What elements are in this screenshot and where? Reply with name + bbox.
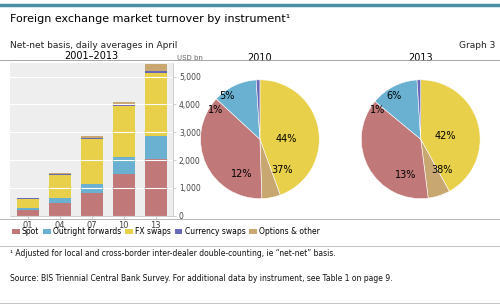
Bar xyxy=(113,106,134,157)
Text: Foreign exchange market turnover by instrument¹: Foreign exchange market turnover by inst… xyxy=(10,14,290,24)
Bar xyxy=(49,174,70,198)
Bar xyxy=(145,72,167,73)
Text: 1%: 1% xyxy=(208,105,223,114)
Wedge shape xyxy=(260,80,320,195)
Bar xyxy=(145,159,167,216)
Bar xyxy=(81,138,102,139)
Bar xyxy=(113,157,134,174)
Text: 37%: 37% xyxy=(272,165,293,175)
Text: 5%: 5% xyxy=(220,91,235,102)
Text: 6%: 6% xyxy=(386,91,402,102)
Wedge shape xyxy=(375,80,420,139)
Wedge shape xyxy=(420,139,450,198)
Bar xyxy=(81,139,102,184)
Text: 44%: 44% xyxy=(276,134,297,144)
Text: 38%: 38% xyxy=(431,165,452,175)
Text: Net-net basis, daily averages in April: Net-net basis, daily averages in April xyxy=(10,41,177,50)
Text: 12%: 12% xyxy=(232,169,253,179)
Bar xyxy=(16,198,38,199)
Title: 2010: 2010 xyxy=(248,53,272,63)
Bar xyxy=(81,193,102,216)
Text: Source: BIS Triennial Central Bank Survey. For additional data by instrument, se: Source: BIS Triennial Central Bank Surve… xyxy=(10,274,392,283)
Text: ¹ Adjusted for local and cross-border inter-dealer double-counting, ie “net-net”: ¹ Adjusted for local and cross-border in… xyxy=(10,249,336,258)
Title: 2001–2013: 2001–2013 xyxy=(64,50,119,61)
Bar xyxy=(113,174,134,216)
Bar xyxy=(113,105,134,106)
Text: 42%: 42% xyxy=(435,131,456,141)
Bar xyxy=(145,64,167,72)
Bar xyxy=(49,198,70,203)
Bar xyxy=(49,203,70,216)
Text: Graph 3: Graph 3 xyxy=(458,41,495,50)
Bar xyxy=(145,136,167,159)
Bar xyxy=(16,210,38,216)
Legend: Spot, Outright forwards, FX swaps, Currency swaps, Options & other: Spot, Outright forwards, FX swaps, Curre… xyxy=(9,224,323,240)
Wedge shape xyxy=(216,80,260,139)
Text: USD bn: USD bn xyxy=(176,55,203,61)
Wedge shape xyxy=(200,99,262,199)
Bar xyxy=(81,184,102,193)
Text: 1%: 1% xyxy=(370,105,386,114)
Bar xyxy=(145,73,167,136)
Wedge shape xyxy=(256,80,260,139)
Wedge shape xyxy=(417,80,420,139)
Title: 2013: 2013 xyxy=(408,53,433,63)
Bar xyxy=(113,102,134,105)
Wedge shape xyxy=(362,101,428,199)
Bar xyxy=(81,136,102,138)
Wedge shape xyxy=(420,80,480,191)
Wedge shape xyxy=(260,139,280,199)
Bar xyxy=(16,199,38,208)
Bar xyxy=(49,173,70,174)
Text: 13%: 13% xyxy=(395,170,416,180)
Bar xyxy=(16,208,38,210)
